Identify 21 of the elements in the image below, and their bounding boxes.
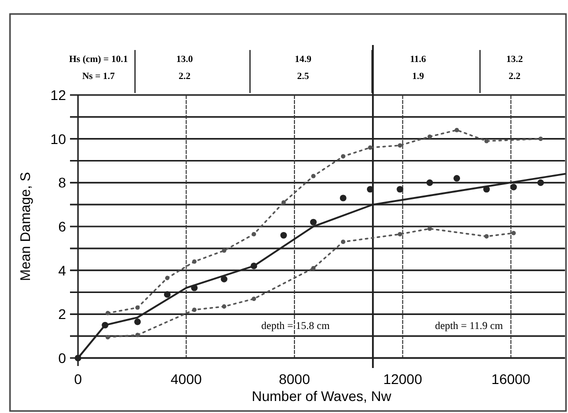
y-tick-label: 6 — [58, 218, 66, 234]
x-tick-label: 16000 — [491, 371, 531, 387]
text: 13.2 2.2 — [506, 55, 524, 82]
annotation: depth = 11.9 cm — [434, 321, 503, 332]
y-tick-label: 10 — [50, 130, 66, 147]
text: 11.6 1.9 — [410, 55, 426, 82]
x-axis-title: Number of Waves, Nw — [252, 388, 392, 404]
y-tick-label: 2 — [58, 306, 66, 322]
x-tick-label: 12000 — [383, 371, 422, 387]
y-axis-title: Mean Damage, S — [17, 172, 33, 281]
x-tick-label: 4000 — [170, 371, 202, 387]
x-tick-label: 8000 — [278, 371, 310, 387]
y-tick-label: 12 — [50, 87, 66, 103]
y-tick-label: 4 — [58, 262, 66, 278]
text: 14.9 2.5 — [294, 55, 312, 82]
y-tick-label: 8 — [58, 174, 66, 191]
text: Hs (cm) = 10.1 Ns = 1.7 — [69, 55, 128, 82]
x-tick-label: 0 — [74, 371, 82, 387]
text: 13.0 2.2 — [176, 55, 194, 82]
annotation: depth = 15.8 cm — [261, 321, 330, 332]
y-tick-label: 0 — [58, 350, 66, 366]
